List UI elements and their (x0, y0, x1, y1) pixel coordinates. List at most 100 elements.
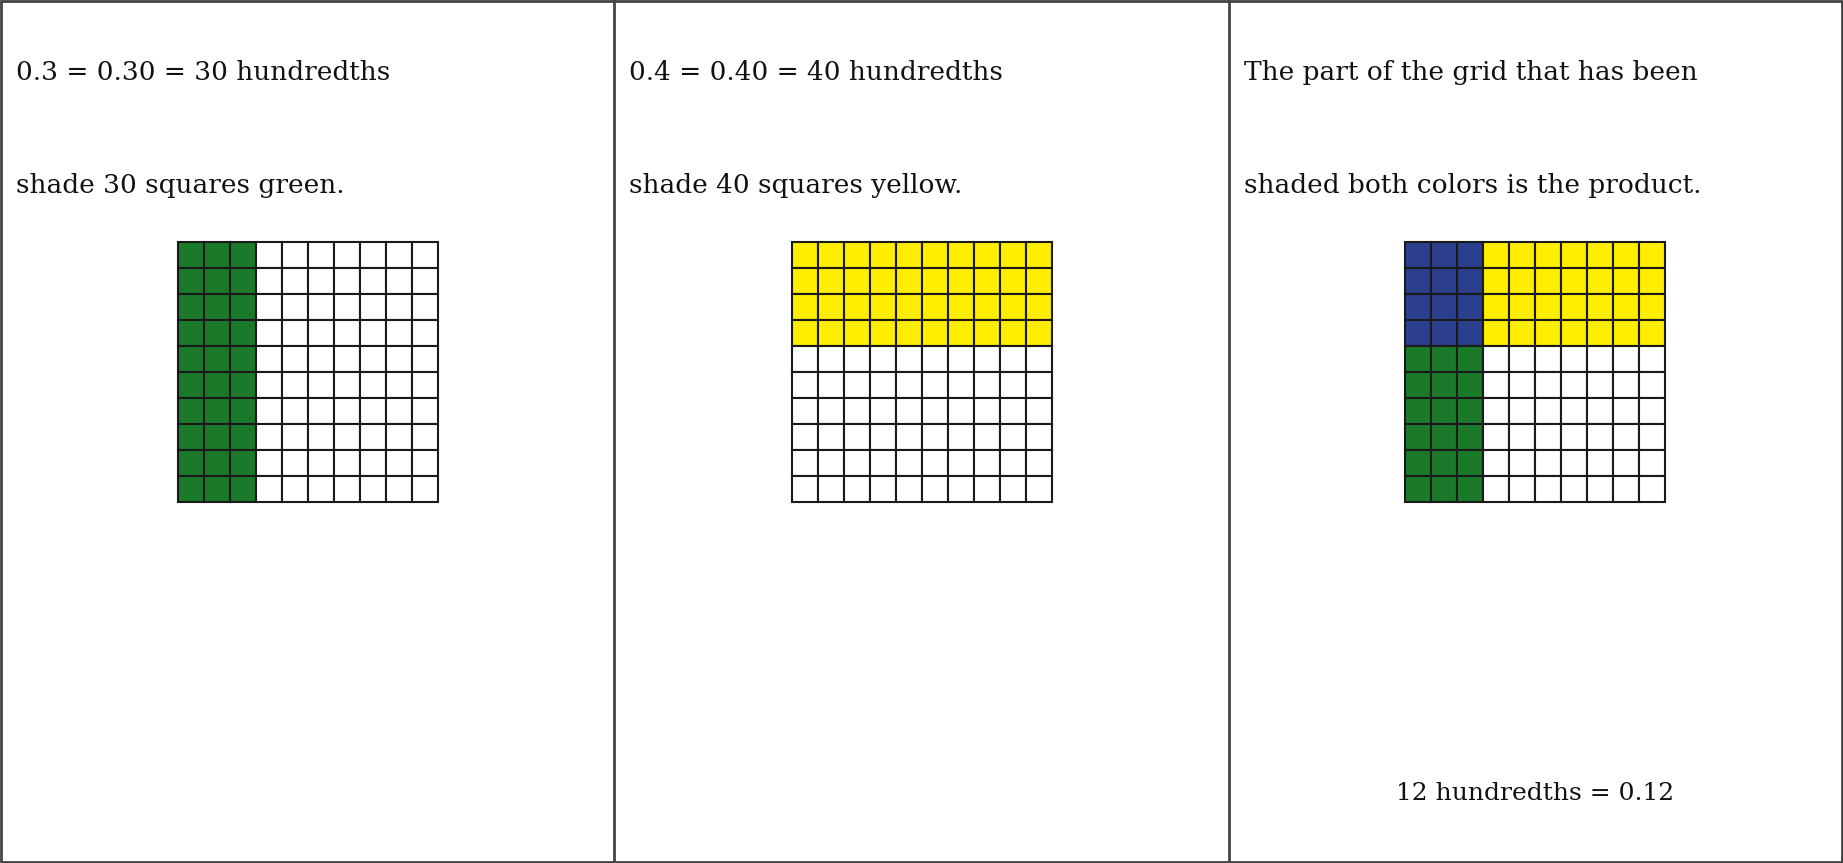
Bar (1535, 242, 1561, 268)
Bar (359, 372, 385, 398)
Bar (205, 293, 230, 319)
Bar (1587, 293, 1613, 319)
Bar (1561, 293, 1587, 319)
Bar (870, 372, 896, 398)
Bar (230, 242, 256, 268)
Bar (230, 450, 256, 476)
Bar (999, 450, 1025, 476)
Bar (844, 476, 870, 501)
Bar (334, 319, 359, 346)
Bar (791, 346, 818, 372)
Bar (385, 319, 411, 346)
Bar (411, 398, 437, 424)
Bar (256, 450, 282, 476)
Bar (385, 268, 411, 293)
Bar (1587, 372, 1613, 398)
Bar (870, 424, 896, 450)
Text: shaded both colors is the product.: shaded both colors is the product. (1244, 173, 1701, 198)
Bar (818, 424, 844, 450)
Bar (896, 293, 922, 319)
Bar (870, 268, 896, 293)
Bar (1025, 424, 1052, 450)
Bar (334, 398, 359, 424)
Bar (973, 476, 999, 501)
Bar (1458, 319, 1484, 346)
Bar (1613, 346, 1638, 372)
Bar (818, 293, 844, 319)
Bar (973, 372, 999, 398)
Bar (896, 242, 922, 268)
Bar (1561, 372, 1587, 398)
Bar (1458, 424, 1484, 450)
Bar (230, 476, 256, 501)
Bar (1587, 398, 1613, 424)
Bar (256, 398, 282, 424)
Bar (896, 372, 922, 398)
Bar (1484, 242, 1509, 268)
Text: The part of the grid that has been: The part of the grid that has been (1244, 60, 1697, 85)
Bar (1535, 293, 1561, 319)
Bar (230, 268, 256, 293)
Bar (870, 293, 896, 319)
Bar (791, 293, 818, 319)
Bar (1432, 424, 1458, 450)
Bar (1509, 293, 1535, 319)
Bar (411, 242, 437, 268)
Bar (1025, 293, 1052, 319)
Bar (947, 424, 973, 450)
Bar (870, 242, 896, 268)
Bar (1613, 319, 1638, 346)
Text: 12 hundredths = 0.12: 12 hundredths = 0.12 (1397, 783, 1675, 805)
Bar (385, 450, 411, 476)
Bar (1458, 398, 1484, 424)
Bar (818, 242, 844, 268)
Bar (922, 372, 947, 398)
Bar (896, 424, 922, 450)
Bar (947, 293, 973, 319)
Bar (385, 398, 411, 424)
Bar (999, 293, 1025, 319)
Bar (1613, 450, 1638, 476)
Bar (1406, 372, 1432, 398)
Bar (334, 346, 359, 372)
Bar (947, 450, 973, 476)
Bar (256, 476, 282, 501)
Bar (282, 372, 308, 398)
Bar (973, 242, 999, 268)
Bar (922, 450, 947, 476)
Text: 0.3 = 0.30 = 30 hundredths: 0.3 = 0.30 = 30 hundredths (17, 60, 391, 85)
Bar (205, 242, 230, 268)
Bar (230, 424, 256, 450)
Bar (411, 372, 437, 398)
Bar (411, 268, 437, 293)
Bar (947, 242, 973, 268)
Bar (1025, 398, 1052, 424)
Bar (791, 424, 818, 450)
Bar (334, 293, 359, 319)
Bar (359, 319, 385, 346)
Bar (177, 450, 205, 476)
Bar (1484, 346, 1509, 372)
Bar (256, 293, 282, 319)
Bar (1613, 476, 1638, 501)
Bar (1561, 476, 1587, 501)
Bar (1025, 476, 1052, 501)
Bar (282, 450, 308, 476)
Bar (1509, 346, 1535, 372)
Bar (308, 346, 334, 372)
Bar (922, 319, 947, 346)
Bar (177, 372, 205, 398)
Bar (411, 346, 437, 372)
Bar (1458, 268, 1484, 293)
Bar (177, 398, 205, 424)
Bar (1587, 476, 1613, 501)
Bar (1025, 242, 1052, 268)
Bar (1432, 476, 1458, 501)
Bar (999, 319, 1025, 346)
Bar (1638, 293, 1666, 319)
Bar (844, 372, 870, 398)
Bar (1638, 476, 1666, 501)
Bar (1535, 424, 1561, 450)
Bar (411, 319, 437, 346)
Bar (282, 293, 308, 319)
